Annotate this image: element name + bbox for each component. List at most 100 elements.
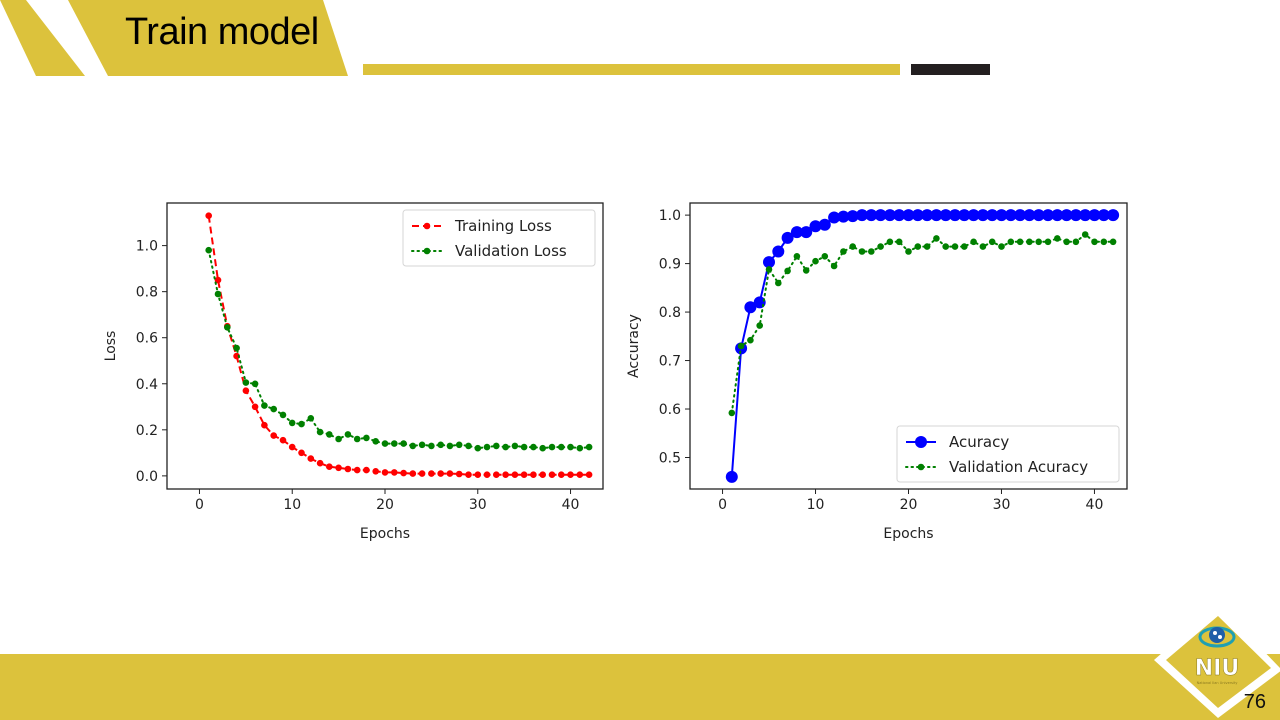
data-point	[949, 209, 961, 222]
data-point	[846, 210, 859, 223]
data-point	[242, 387, 250, 395]
data-point	[856, 209, 868, 222]
data-point	[353, 435, 361, 443]
data-point	[737, 342, 745, 350]
data-point	[1079, 209, 1092, 222]
y-tick-label: 0.4	[136, 377, 158, 393]
data-point	[818, 218, 831, 231]
data-point	[205, 212, 212, 219]
data-point	[986, 209, 999, 222]
data-point	[747, 336, 754, 344]
legend-marker	[915, 436, 927, 448]
y-tick-label: 0.0	[136, 469, 158, 485]
data-point	[511, 471, 519, 479]
legend: Training Loss Validation Loss	[402, 209, 596, 267]
data-point	[865, 209, 878, 222]
data-point	[744, 301, 757, 314]
legend-box	[896, 425, 1120, 483]
logo-diamond	[1166, 616, 1271, 708]
data-point	[493, 471, 500, 479]
data-point	[995, 209, 1008, 222]
footer-gold-band	[0, 654, 1280, 720]
data-point	[437, 470, 445, 477]
data-point	[511, 442, 519, 450]
x-tick-label: 10	[807, 497, 825, 513]
data-point	[251, 380, 259, 388]
logo-text: NIU	[1195, 656, 1239, 681]
data-point	[455, 441, 463, 449]
x-tick-label: 40	[562, 497, 580, 513]
legend-marker	[423, 247, 431, 255]
data-point	[391, 440, 398, 447]
data-point	[558, 471, 565, 479]
data-point	[1054, 235, 1061, 242]
data-point	[261, 421, 268, 429]
data-point	[502, 471, 509, 479]
data-point	[381, 440, 389, 447]
header-dark-bar	[911, 64, 990, 75]
header-decoration	[0, 0, 990, 76]
data-point	[1051, 209, 1064, 222]
x-axis-label: Epochs	[883, 526, 933, 542]
y-tick-label: 0.5	[659, 450, 681, 466]
y-tick-label: 0.8	[659, 305, 681, 321]
data-point	[428, 442, 435, 450]
data-point	[790, 226, 803, 239]
data-point	[576, 444, 584, 452]
data-point	[1100, 238, 1108, 246]
x-tick-label: 40	[1086, 497, 1104, 513]
legend: Acuracy Validation Acuracy	[896, 425, 1120, 483]
y-tick-label: 0.6	[136, 331, 158, 347]
data-point	[840, 248, 847, 255]
data-point	[483, 443, 491, 451]
data-point	[1035, 238, 1042, 246]
chart-accuracy: 0 10 20 30 40 0.5 0.6 0.7 0.8 0.9 1.0 Epochs Accurac…	[626, 202, 1128, 542]
data-point	[270, 432, 278, 439]
data-point	[1042, 209, 1054, 222]
data-point	[830, 262, 838, 270]
header-gold-bar	[363, 64, 900, 75]
data-point	[493, 442, 500, 450]
legend-marker	[423, 222, 431, 230]
data-point	[270, 405, 278, 413]
data-point	[372, 468, 380, 475]
data-point	[446, 470, 454, 477]
data-point	[800, 226, 813, 239]
data-point	[372, 438, 380, 445]
data-point	[1032, 209, 1045, 222]
x-tick-label: 0	[718, 497, 727, 513]
data-point	[585, 471, 593, 479]
data-point	[483, 471, 491, 479]
data-point	[821, 252, 829, 260]
legend-label: Training Loss	[454, 217, 552, 235]
page-number: 76	[1243, 691, 1266, 713]
data-point	[1107, 209, 1120, 222]
slide-title: Train model	[125, 11, 319, 53]
data-point	[933, 235, 940, 242]
data-point	[793, 252, 801, 260]
data-point	[1088, 209, 1101, 222]
data-point	[886, 238, 894, 246]
data-point	[930, 209, 943, 222]
data-point	[363, 466, 370, 474]
data-point	[409, 470, 417, 477]
data-point	[976, 209, 989, 222]
data-point	[381, 469, 389, 476]
legend-label: Acuracy	[949, 433, 1009, 451]
data-point	[1063, 238, 1070, 246]
data-point	[988, 238, 996, 246]
data-point	[921, 209, 934, 222]
data-point	[895, 238, 903, 246]
data-point	[288, 419, 296, 427]
footer-decoration: NIU National Ilan University	[0, 604, 1280, 720]
data-point	[728, 409, 736, 417]
series-line	[207, 249, 591, 450]
data-point	[902, 209, 915, 222]
data-point	[567, 471, 574, 479]
data-point	[1007, 238, 1015, 246]
data-point	[353, 466, 361, 474]
data-point	[326, 431, 333, 438]
data-point	[1044, 238, 1052, 246]
data-point	[1014, 209, 1027, 222]
data-point	[576, 471, 584, 479]
